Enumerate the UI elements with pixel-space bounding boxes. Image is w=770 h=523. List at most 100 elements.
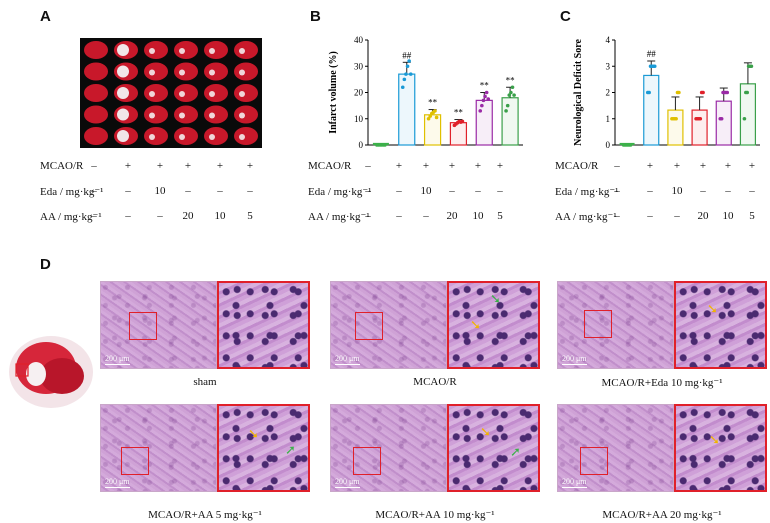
table-a-cell: 5 [247,210,253,222]
brain-slice [144,84,168,102]
brain-slice [174,41,198,59]
data-point [402,77,407,82]
data-point [504,109,508,113]
brain-slice [144,41,168,59]
table-b-cell: 20 [446,210,458,222]
micrograph-overview: 200 μm [330,281,447,369]
data-point [509,90,513,95]
green-arrow-icon: ➚ [285,443,296,458]
table-b-row-label: Eda / mg·kg⁻¹ [308,186,372,198]
scale-bar: 200 μm [335,477,360,488]
infarct-region [239,91,245,97]
brain-slice [234,41,258,59]
table-c-cell: + [699,160,707,172]
brain-slice [204,84,228,102]
data-point [400,85,405,90]
table-b-cell: 10 [472,210,484,222]
brain-slice [234,62,258,81]
bar [643,74,660,146]
bar [667,109,684,146]
table-a-cell: – [125,185,131,197]
infarct-region [209,69,215,76]
micrograph-zoom [674,404,767,492]
ttc-slices-graphic [84,41,258,145]
infarct-region [179,91,185,97]
data-point [742,116,747,121]
micrograph-zoom [674,281,767,369]
brain-slice [84,127,108,145]
brain-slice [174,62,198,81]
zoom-region-box [129,312,157,340]
table-a-cell: – [91,185,97,197]
table-a-cell: – [125,210,131,222]
infarct-volume-chart: 0 10 20 30 40 Infarct volume (%) ## ** ** ** ** [328,35,523,150]
table-a-cell: – [91,160,97,172]
table-b-cell: – [365,210,371,222]
brain-slice [144,127,168,145]
table-a-cell: 10 [214,210,226,222]
y-axis-label: Infarct volume (%) [328,51,339,134]
table-c-cell: + [724,160,732,172]
infarct-region [179,48,185,54]
table-b-cell: – [475,185,481,197]
y-tick-label: 10 [354,114,364,124]
table-c-cell: + [673,160,681,172]
micrograph-overview: 200 μm [100,404,217,492]
table-c-cell: – [725,185,731,197]
brain-slice [84,62,108,81]
significance-label: ## [402,50,412,60]
table-b-cell: – [497,185,503,197]
brain-section-image [6,332,96,412]
table-c-cell: 20 [697,210,709,222]
micrograph-panel: 200 μm ➘ ➚ [330,404,540,492]
micrograph-overview: 200 μm [557,281,674,369]
micrograph-zoom [217,281,310,369]
micrograph-panel: 200 μm ➘ ➚ [100,404,310,492]
y-tick-label: 4 [606,35,611,45]
infarct-region [179,69,185,76]
data-point [486,97,491,101]
table-b-cell: – [365,160,371,172]
micrograph-overview: 200 μm [557,404,674,492]
micrograph-panel: 200 μm ➘ [557,281,767,369]
table-c-cell: + [646,160,654,172]
table-a-cell: – [157,210,163,222]
data-point [512,93,516,97]
table-a-cell: – [185,185,191,197]
data-point [484,90,489,95]
green-arrow-icon: ➘ [490,292,501,307]
micrograph-caption: MCAO/R+AA 10 mg·kg⁻¹ [375,509,495,521]
yellow-arrow-icon: ➘ [470,318,481,333]
panel-letter-c: C [560,8,571,25]
micrograph-caption: MCAO/R+AA 20 mg·kg⁻¹ [602,509,722,521]
table-b-cell: 5 [497,210,503,222]
brain-slice [234,127,258,145]
zoom-region-box [580,447,608,475]
table-c-cell: – [700,185,706,197]
infarct-region [149,112,155,119]
bar [501,97,519,146]
data-point [383,143,387,147]
significance-label: ** [506,75,516,85]
data-point [408,72,413,76]
bar [691,109,708,146]
infarct-region [209,91,215,97]
table-a-row-label: Eda / mg·kg⁻¹ [40,186,104,198]
brain-slice [144,62,168,81]
y-tick-label: 20 [354,88,364,98]
scale-bar: 200 μm [335,354,360,365]
table-a-cell: – [217,185,223,197]
table-b-cell: – [449,185,455,197]
data-point [719,116,724,121]
table-b-row-label: AA / mg·kg⁻¹ [308,211,370,223]
data-point [480,103,484,108]
brain-slice [84,84,108,102]
table-b-cell: – [365,185,371,197]
table-b-cell: + [395,160,403,172]
table-c-cell: – [647,185,653,197]
micrograph-panel: 200 μm [100,281,310,369]
y-tick-label: 0 [359,140,364,150]
infarct-region [117,130,129,142]
brain-slice [84,41,108,59]
zoom-region-box [353,447,381,475]
